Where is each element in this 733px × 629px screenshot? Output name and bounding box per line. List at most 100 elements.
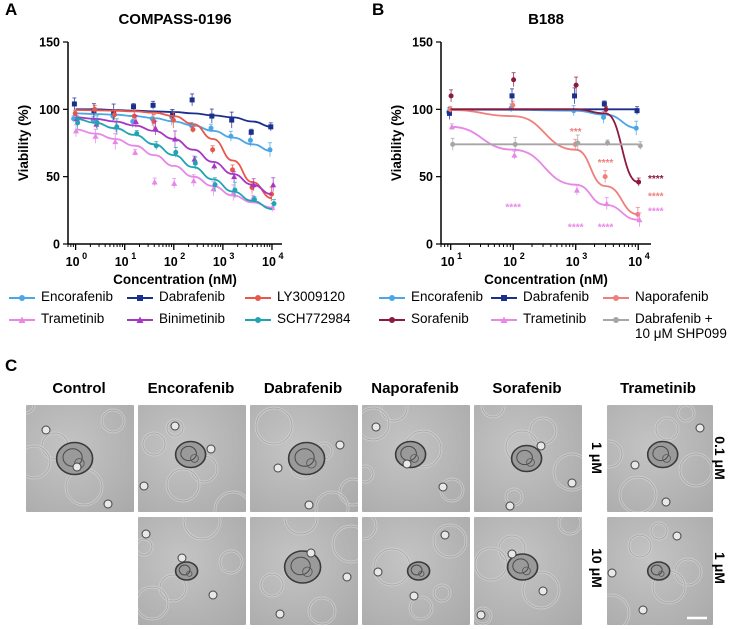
series-dabrafenib- bbox=[450, 134, 643, 152]
x-axis-label: Concentration (nM) bbox=[484, 272, 608, 287]
background-cell-edge bbox=[255, 407, 293, 445]
y-tick-label: 100 bbox=[412, 103, 433, 117]
col-header-trametinib: Trametinib bbox=[620, 380, 696, 397]
organoid-inner bbox=[410, 454, 419, 463]
micrograph-sorafenib-10um bbox=[474, 517, 582, 625]
legend-label: Sorafenib bbox=[411, 311, 469, 326]
background-cell-edge bbox=[260, 573, 284, 597]
data-point bbox=[189, 97, 195, 103]
x-tick-label: 10 bbox=[115, 255, 129, 269]
organoid-inner bbox=[190, 454, 199, 463]
significance-annotation: **** bbox=[598, 223, 614, 234]
micrograph-encorafenib-1um bbox=[138, 405, 246, 512]
legend-a: Encorafenib Dabrafenib LY3009120 Trametinib… bbox=[8, 289, 368, 339]
single-cell bbox=[661, 497, 671, 507]
background-cell-edge bbox=[529, 417, 557, 445]
background-cell-edge bbox=[433, 524, 467, 558]
x-tick-label: 10 bbox=[262, 255, 276, 269]
background-cell-edge bbox=[481, 405, 505, 418]
data-point bbox=[211, 162, 218, 169]
legend-item: Dabrafenib bbox=[490, 289, 589, 305]
organoid-inner bbox=[658, 570, 665, 577]
background-cell-edge bbox=[166, 468, 200, 502]
organoid-inner bbox=[294, 448, 315, 467]
legend-item: Dabrafenib + 10 μM SHP099 bbox=[602, 311, 727, 341]
data-point bbox=[230, 167, 236, 173]
organoid-inner bbox=[650, 564, 663, 576]
background-cell-edge bbox=[219, 550, 243, 574]
data-point bbox=[212, 182, 218, 188]
data-point bbox=[511, 152, 518, 158]
data-point bbox=[232, 187, 238, 193]
organoid-inner bbox=[180, 445, 197, 462]
data-point bbox=[271, 201, 277, 207]
x-tick-label: 10 bbox=[503, 255, 517, 269]
organoid bbox=[174, 440, 207, 469]
micrograph-drawing bbox=[138, 517, 244, 621]
legend-item: Encorafenib bbox=[8, 289, 113, 305]
data-point bbox=[250, 181, 257, 188]
background-cell-edge bbox=[409, 596, 433, 620]
panel-label-c: C bbox=[5, 356, 18, 375]
legend-swatch bbox=[127, 316, 153, 323]
single-cell bbox=[206, 444, 216, 454]
organoid-inner bbox=[512, 558, 529, 574]
legend-marker bbox=[500, 316, 508, 323]
background-cell-edge bbox=[373, 548, 411, 586]
x-tick-exponent: 1 bbox=[457, 251, 462, 261]
data-point bbox=[71, 101, 77, 107]
y-tick-label: 50 bbox=[46, 170, 60, 184]
data-point bbox=[267, 147, 273, 153]
micrograph-trametinib-1um bbox=[607, 517, 713, 625]
y-tick-label: 50 bbox=[419, 170, 433, 184]
x-tick-label: 10 bbox=[213, 255, 227, 269]
col-header-dabrafenib: Dabrafenib bbox=[263, 380, 343, 397]
single-cell bbox=[273, 463, 283, 473]
x-tick-exponent: 0 bbox=[82, 251, 87, 261]
background-cell-edge bbox=[380, 405, 408, 422]
data-point bbox=[112, 138, 119, 145]
data-point bbox=[170, 112, 176, 118]
x-tick-label: 10 bbox=[441, 255, 455, 269]
data-point bbox=[171, 135, 178, 142]
legend-label: Encorafenib bbox=[41, 289, 114, 304]
background-cell-edge bbox=[142, 432, 166, 456]
data-point bbox=[575, 140, 581, 146]
y-axis-label: Viability (%) bbox=[389, 105, 404, 181]
data-point bbox=[511, 77, 517, 83]
series-sch772984 bbox=[75, 115, 277, 210]
data-point bbox=[602, 174, 608, 180]
legend-label: Trametinib bbox=[523, 311, 587, 326]
legend-item: Encorafenib bbox=[378, 289, 483, 305]
background-cell bbox=[607, 593, 631, 625]
data-point bbox=[170, 117, 176, 123]
background-cell-edge bbox=[655, 417, 679, 441]
micrograph-drawing bbox=[254, 406, 358, 512]
significance-annotation: *** bbox=[570, 127, 582, 138]
data-point bbox=[173, 149, 179, 155]
data-point bbox=[633, 125, 639, 131]
micrograph-drawing bbox=[480, 405, 582, 511]
data-point bbox=[114, 124, 120, 130]
legend-item: Naporafenib bbox=[602, 289, 709, 305]
background-cell bbox=[338, 477, 358, 507]
micrograph-naporafenib-10um bbox=[362, 517, 470, 625]
chart-title: B188 bbox=[528, 11, 564, 28]
micrograph-drawing bbox=[139, 418, 246, 512]
background-cell-edge bbox=[362, 407, 390, 441]
legend-marker bbox=[19, 295, 25, 301]
data-point bbox=[270, 181, 277, 188]
data-point bbox=[603, 200, 610, 207]
legend-swatch bbox=[491, 295, 517, 301]
background-cell-edge bbox=[474, 547, 508, 581]
legend-item: SCH772984 bbox=[244, 311, 351, 327]
legend-label: Dabrafenib bbox=[159, 289, 226, 304]
legend-label: Encorafenib bbox=[411, 289, 484, 304]
background-cell-edge bbox=[138, 538, 153, 556]
micrograph-drawing bbox=[26, 405, 126, 509]
legend-swatch bbox=[9, 295, 35, 301]
single-cell bbox=[373, 567, 383, 577]
x-tick-label: 10 bbox=[566, 255, 580, 269]
background-cell-edge bbox=[362, 465, 374, 483]
